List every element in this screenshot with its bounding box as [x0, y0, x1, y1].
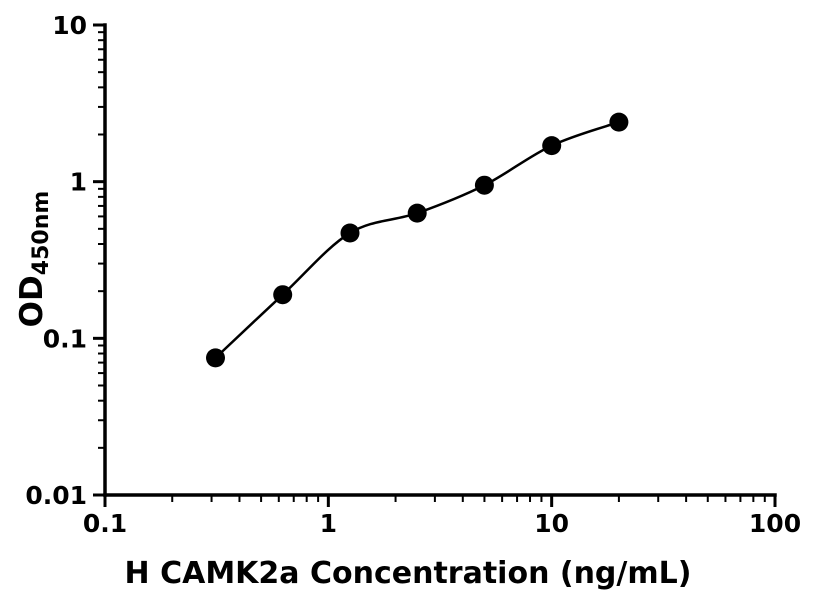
data-point [474, 175, 494, 195]
y-axis-title: OD450nm [14, 149, 54, 369]
data-point [542, 136, 562, 156]
fit-curve [214, 120, 620, 359]
data-point [206, 348, 225, 368]
x-axis-title: H CAMK2a Concentration (ng/mL) [124, 556, 692, 591]
y-axis-title-main: OD [14, 275, 50, 328]
y-axis-title-subscript: 450nm [29, 190, 54, 276]
y-tick-label: 0.01 [25, 481, 87, 510]
y-tick-label: 10 [52, 11, 87, 40]
x-tick-label: 100 [749, 509, 801, 538]
data-point [407, 203, 427, 223]
data-point [273, 285, 293, 305]
x-tick-label: 10 [534, 509, 569, 538]
data-point [340, 223, 360, 243]
y-tick-label: 1 [70, 168, 87, 197]
x-tick-label: 1 [320, 509, 337, 538]
y-tick-label: 0.1 [43, 324, 87, 353]
data-point [609, 112, 629, 132]
x-tick-label: 0.1 [83, 509, 127, 538]
